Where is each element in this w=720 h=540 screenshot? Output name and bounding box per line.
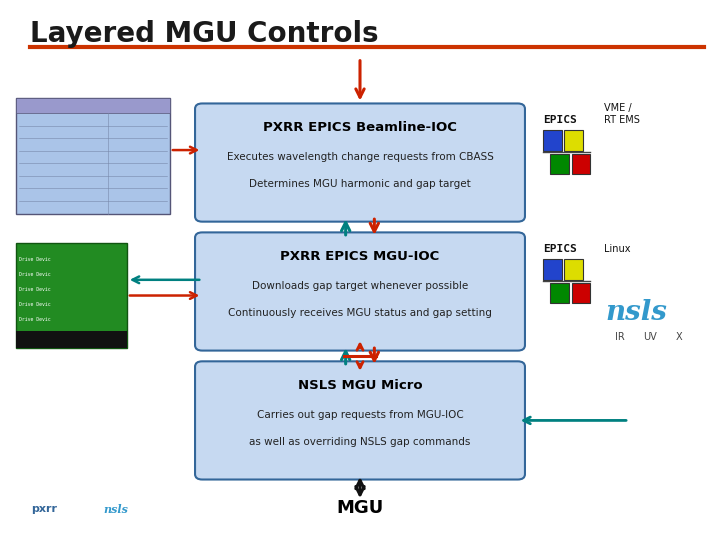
FancyBboxPatch shape bbox=[572, 154, 590, 174]
Text: Downloads gap target whenever possible: Downloads gap target whenever possible bbox=[252, 281, 468, 291]
Text: Continuously receives MGU status and gap setting: Continuously receives MGU status and gap… bbox=[228, 308, 492, 318]
Text: EPICS: EPICS bbox=[543, 115, 577, 125]
FancyBboxPatch shape bbox=[543, 259, 562, 280]
Text: PXRR EPICS MGU-IOC: PXRR EPICS MGU-IOC bbox=[280, 249, 440, 262]
Text: Executes wavelength change requests from CBASS: Executes wavelength change requests from… bbox=[227, 152, 493, 162]
FancyBboxPatch shape bbox=[572, 283, 590, 303]
FancyBboxPatch shape bbox=[16, 330, 127, 348]
Text: Drive Devic: Drive Devic bbox=[19, 256, 51, 261]
FancyBboxPatch shape bbox=[16, 243, 127, 348]
FancyBboxPatch shape bbox=[564, 130, 583, 151]
FancyBboxPatch shape bbox=[543, 130, 562, 151]
FancyBboxPatch shape bbox=[550, 154, 569, 174]
Text: nsls: nsls bbox=[606, 300, 667, 327]
Text: Drive Devic: Drive Devic bbox=[19, 287, 51, 292]
Text: X: X bbox=[675, 332, 683, 342]
Text: PXRR EPICS Beamline-IOC: PXRR EPICS Beamline-IOC bbox=[263, 120, 457, 134]
FancyBboxPatch shape bbox=[195, 104, 525, 221]
Text: Drive Devic: Drive Devic bbox=[19, 302, 51, 307]
Text: NSLS MGU Micro: NSLS MGU Micro bbox=[297, 379, 423, 392]
FancyBboxPatch shape bbox=[195, 232, 525, 350]
Text: Determines MGU harmonic and gap target: Determines MGU harmonic and gap target bbox=[249, 179, 471, 189]
Text: IR: IR bbox=[615, 332, 624, 342]
FancyBboxPatch shape bbox=[564, 259, 583, 280]
FancyBboxPatch shape bbox=[16, 98, 170, 214]
Text: Drive Devic: Drive Devic bbox=[19, 317, 51, 322]
Text: Layered MGU Controls: Layered MGU Controls bbox=[30, 20, 379, 48]
Text: nsls: nsls bbox=[104, 504, 129, 515]
Text: pxrr: pxrr bbox=[32, 504, 58, 514]
Text: Drive Devic: Drive Devic bbox=[19, 272, 51, 276]
Text: MGU: MGU bbox=[336, 499, 384, 517]
Text: Carries out gap requests from MGU-IOC: Carries out gap requests from MGU-IOC bbox=[256, 410, 464, 420]
Text: VME /
RT EMS: VME / RT EMS bbox=[604, 103, 640, 125]
Text: UV: UV bbox=[643, 332, 657, 342]
Text: Linux: Linux bbox=[604, 244, 630, 254]
FancyBboxPatch shape bbox=[16, 98, 170, 113]
FancyBboxPatch shape bbox=[195, 361, 525, 480]
FancyBboxPatch shape bbox=[550, 283, 569, 303]
Text: EPICS: EPICS bbox=[543, 244, 577, 254]
Text: as well as overriding NSLS gap commands: as well as overriding NSLS gap commands bbox=[249, 437, 471, 447]
